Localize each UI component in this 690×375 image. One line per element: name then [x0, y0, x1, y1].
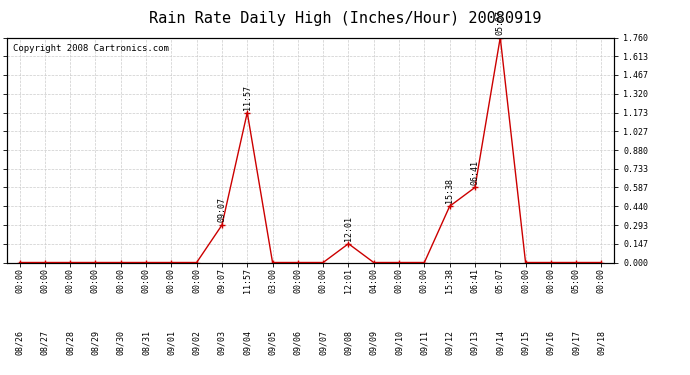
Text: 09/08: 09/08 — [344, 330, 353, 355]
Text: 09/14: 09/14 — [495, 330, 505, 355]
Text: 11:57: 11:57 — [243, 85, 252, 110]
Text: 09/17: 09/17 — [571, 330, 581, 355]
Text: 09/04: 09/04 — [243, 330, 252, 355]
Text: 09/13: 09/13 — [471, 330, 480, 355]
Text: 09/15: 09/15 — [521, 330, 530, 355]
Text: Rain Rate Daily High (Inches/Hour) 20080919: Rain Rate Daily High (Inches/Hour) 20080… — [149, 11, 541, 26]
Text: 09/10: 09/10 — [395, 330, 404, 355]
Text: 08/29: 08/29 — [91, 330, 100, 355]
Text: 09:07: 09:07 — [217, 197, 226, 222]
Text: 09/16: 09/16 — [546, 330, 555, 355]
Text: 08/30: 08/30 — [116, 330, 126, 355]
Text: 09/02: 09/02 — [192, 330, 201, 355]
Text: 09/12: 09/12 — [445, 330, 454, 355]
Text: 05:07: 05:07 — [495, 10, 505, 35]
Text: 09/06: 09/06 — [293, 330, 302, 355]
Text: 09/11: 09/11 — [420, 330, 429, 355]
Text: 09/07: 09/07 — [319, 330, 328, 355]
Text: 09/03: 09/03 — [217, 330, 226, 355]
Text: 08/28: 08/28 — [66, 330, 75, 355]
Text: 08/27: 08/27 — [40, 330, 50, 355]
Text: 09/09: 09/09 — [369, 330, 378, 355]
Text: 08/26: 08/26 — [15, 330, 24, 355]
Text: 15:38: 15:38 — [445, 178, 454, 204]
Text: Copyright 2008 Cartronics.com: Copyright 2008 Cartronics.com — [13, 44, 169, 53]
Text: 09/05: 09/05 — [268, 330, 277, 355]
Text: 06:41: 06:41 — [471, 160, 480, 184]
Text: 08/31: 08/31 — [141, 330, 150, 355]
Text: 12:01: 12:01 — [344, 216, 353, 241]
Text: 09/18: 09/18 — [597, 330, 606, 355]
Text: 09/01: 09/01 — [167, 330, 176, 355]
